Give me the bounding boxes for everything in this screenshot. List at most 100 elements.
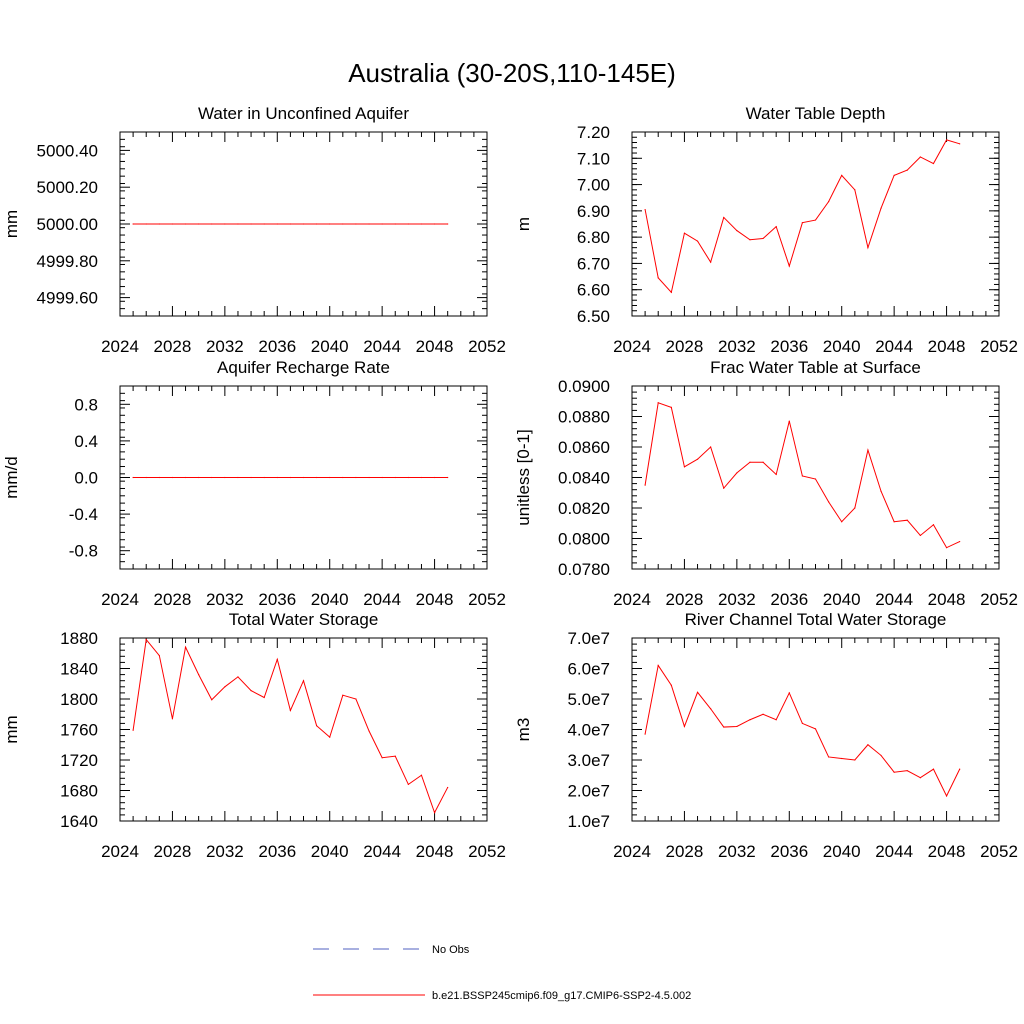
- data-point: [158, 223, 160, 225]
- x-tick-label: 2028: [666, 590, 704, 609]
- data-point: [788, 692, 790, 694]
- data-point: [919, 777, 921, 779]
- data-point: [841, 521, 843, 523]
- x-tick-label: 2048: [416, 337, 454, 356]
- y-tick-label: 0.0800: [558, 530, 610, 549]
- data-point: [749, 461, 751, 463]
- data-point: [657, 402, 659, 404]
- data-point: [932, 162, 935, 165]
- series-line: [132, 638, 449, 814]
- x-tick-label: 2032: [206, 590, 244, 609]
- x-tick-label: 2040: [823, 337, 861, 356]
- data-point: [381, 757, 383, 759]
- y-tick-label: 5000.40: [37, 141, 98, 160]
- data-point: [919, 156, 921, 158]
- data-point: [801, 222, 803, 224]
- data-point: [145, 223, 147, 225]
- panel-title: Water in Unconfined Aquifer: [198, 104, 409, 123]
- data-point: [893, 174, 895, 176]
- data-point: [158, 476, 160, 479]
- y-tick-label: 6.50: [577, 307, 610, 326]
- y-tick-label: 6.80: [577, 228, 610, 247]
- y-axis-label: mm/d: [2, 456, 21, 499]
- x-tick-label: 2052: [980, 842, 1018, 861]
- data-point: [368, 476, 370, 479]
- data-point: [932, 768, 935, 770]
- data-point: [276, 476, 278, 479]
- data-point: [644, 484, 646, 486]
- y-tick-label: 0.8: [74, 395, 98, 414]
- data-point: [801, 722, 803, 725]
- data-point: [302, 223, 305, 225]
- data-point: [696, 691, 699, 693]
- y-tick-label: 6.60: [577, 281, 610, 300]
- y-axis-label: unitless [0-1]: [514, 429, 533, 525]
- data-point: [171, 476, 174, 479]
- data-point: [814, 478, 817, 480]
- data-point: [906, 169, 908, 171]
- data-point: [394, 755, 396, 757]
- x-tick-label: 2024: [101, 590, 139, 609]
- data-point: [893, 521, 895, 523]
- y-tick-label: 1800: [60, 690, 98, 709]
- data-point: [696, 240, 699, 242]
- data-point: [945, 547, 948, 549]
- data-point: [814, 219, 817, 221]
- data-point: [237, 676, 239, 678]
- data-point: [447, 476, 449, 479]
- data-point: [184, 646, 187, 648]
- y-tick-label: 0.0860: [558, 438, 610, 457]
- data-point: [893, 771, 895, 773]
- figure-title: Australia (30-20S,110-145E): [348, 58, 676, 88]
- plot-frame: [631, 385, 1000, 570]
- data-point: [184, 223, 187, 225]
- data-point: [329, 476, 331, 479]
- y-tick-label: 1880: [60, 629, 98, 648]
- data-point: [145, 476, 147, 479]
- y-tick-label: 4.0e7: [567, 721, 610, 740]
- data-point: [394, 476, 396, 479]
- data-point: [828, 201, 830, 203]
- data-point: [644, 733, 646, 735]
- data-point: [945, 139, 948, 141]
- data-point: [355, 223, 357, 225]
- x-tick-label: 2036: [258, 590, 296, 609]
- data-point: [184, 476, 187, 479]
- data-point: [342, 476, 344, 479]
- x-tick-label: 2032: [206, 337, 244, 356]
- y-tick-label: 1640: [60, 812, 98, 831]
- y-tick-label: 6.0e7: [567, 660, 610, 679]
- data-point: [447, 223, 449, 225]
- data-point: [132, 729, 134, 731]
- y-tick-label: 7.20: [577, 123, 610, 142]
- data-point: [329, 736, 331, 738]
- x-tick-label: 2048: [416, 842, 454, 861]
- data-point: [683, 725, 686, 728]
- x-tick-label: 2028: [154, 337, 192, 356]
- data-point: [250, 690, 252, 692]
- data-point: [775, 719, 777, 721]
- data-point: [132, 476, 134, 479]
- panel-4: Frac Water Table at Surface unitless [0-1…: [514, 358, 1018, 609]
- x-tick-label: 2024: [613, 590, 651, 609]
- y-tick-label: 1840: [60, 660, 98, 679]
- data-point: [276, 223, 278, 225]
- data-point: [683, 466, 686, 468]
- data-point: [289, 476, 291, 479]
- x-tick-label: 2044: [363, 842, 401, 861]
- data-point: [198, 223, 200, 225]
- data-point: [710, 708, 712, 710]
- data-point: [670, 291, 672, 293]
- x-tick-label: 2024: [613, 337, 651, 356]
- x-tick-label: 2052: [468, 842, 506, 861]
- data-point: [723, 487, 725, 489]
- data-point: [198, 476, 200, 479]
- data-point: [276, 658, 278, 660]
- panel-1: Water in Unconfined Aquifer mm 2024 2028 203…: [2, 104, 506, 356]
- data-point: [749, 719, 751, 721]
- y-tick-label: 1680: [60, 782, 98, 801]
- data-point: [854, 759, 856, 761]
- data-point: [736, 472, 738, 474]
- x-tick-label: 2040: [311, 842, 349, 861]
- data-point: [237, 476, 239, 479]
